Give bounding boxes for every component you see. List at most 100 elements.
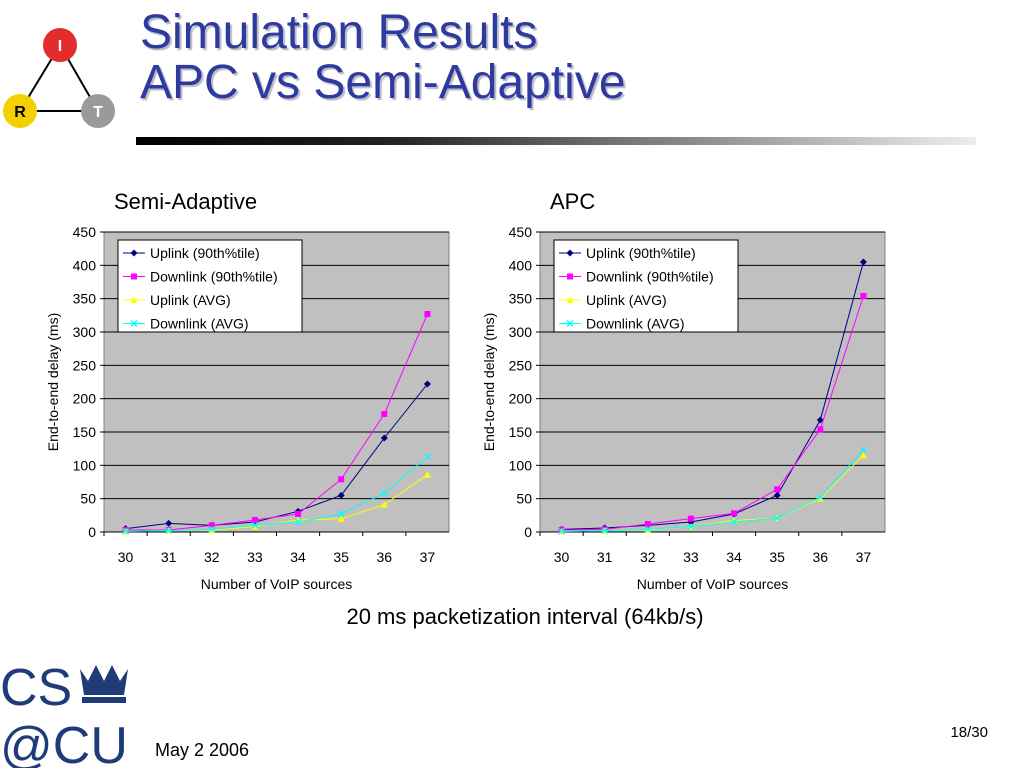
y-tick-label: 350 <box>73 291 97 307</box>
legend-label: Downlink (90th%tile) <box>150 269 278 285</box>
legend: Uplink (90th%tile) Downlink (90th%tile) Up… <box>553 239 739 333</box>
slide-caption: 20 ms packetization interval (64kb/s) <box>346 604 704 629</box>
data-point <box>380 489 388 497</box>
legend-marker <box>566 320 574 327</box>
data-point <box>380 434 388 442</box>
legend-label: Uplink (AVG) <box>150 292 231 308</box>
logo-node-r-label: R <box>14 104 26 121</box>
x-tick-label: 34 <box>290 549 306 565</box>
y-tick-label: 200 <box>509 391 533 407</box>
y-tick-label: 400 <box>73 257 97 273</box>
x-tick-label: 31 <box>597 549 613 565</box>
x-tick-label: 32 <box>204 549 220 565</box>
data-point <box>380 501 388 508</box>
data-point <box>558 527 566 535</box>
slide-title: Simulation Results APC vs Semi-Adaptive <box>140 6 626 110</box>
chart-svg: APC 0 50 100 150 200 250 300 350 400 450 30 31 32 33 34… <box>481 189 886 592</box>
data-point <box>294 518 302 526</box>
y-axis-label: End-to-end delay (ms) <box>45 313 61 452</box>
series-line <box>561 295 864 531</box>
chart-svg: Semi-Adaptive 0 50 100 150 200 250 300 350 400 450… <box>45 189 450 592</box>
y-tick-label: 450 <box>509 224 533 240</box>
legend-marker <box>130 320 138 327</box>
y-tick-label: 250 <box>73 357 97 373</box>
data-point <box>251 517 258 523</box>
crown-icon <box>80 665 128 703</box>
data-point <box>687 515 694 522</box>
data-point <box>295 511 302 517</box>
cs-cu-logo-line2: @CU <box>0 717 128 768</box>
x-tick-label: 30 <box>554 549 570 565</box>
data-point <box>816 416 824 424</box>
data-point <box>731 510 738 517</box>
x-tick-label: 36 <box>377 549 393 565</box>
y-tick-label: 0 <box>524 524 532 540</box>
data-point <box>423 453 431 461</box>
cs-cu-logo: CS @CU <box>0 659 128 768</box>
data-point <box>251 523 259 530</box>
data-point <box>860 293 867 299</box>
data-point <box>773 491 781 499</box>
legend: Uplink (90th%tile) Downlink (90th%tile) Up… <box>117 239 303 333</box>
data-point <box>251 521 259 529</box>
slide-title-line1: Simulation Results <box>140 6 538 59</box>
series-line <box>561 449 864 532</box>
y-tick-label: 100 <box>73 457 97 473</box>
data-point <box>687 523 695 531</box>
data-point <box>774 486 781 493</box>
y-tick-label: 150 <box>73 424 97 440</box>
y-tick-label: 0 <box>88 524 96 540</box>
title-underline-bar <box>136 137 976 145</box>
x-tick-label: 33 <box>247 549 263 565</box>
chart-title: Semi-Adaptive <box>114 189 257 214</box>
data-point <box>859 258 867 266</box>
data-point <box>337 491 345 499</box>
logo-node-t <box>81 94 115 128</box>
legend-label: Uplink (AVG) <box>586 292 667 308</box>
x-tick-label: 33 <box>683 549 699 565</box>
y-tick-label: 300 <box>509 324 533 340</box>
logo-node-i <box>43 28 77 62</box>
data-point <box>165 519 173 527</box>
legend-label: Uplink (90th%tile) <box>586 245 696 261</box>
legend-label: Downlink (90th%tile) <box>586 269 714 285</box>
y-tick-label: 350 <box>509 291 533 307</box>
cs-cu-logo-line1: CS <box>0 659 72 717</box>
data-point <box>601 527 609 535</box>
logo-node-r <box>3 94 37 128</box>
x-tick-label: 35 <box>333 549 349 565</box>
data-point <box>423 380 431 388</box>
chart-apc: APC 0 50 100 150 200 250 300 350 400 450 30 31 32 33 34… <box>474 185 894 602</box>
slide-title-line2: APC vs Semi-Adaptive <box>140 56 626 110</box>
data-point <box>773 514 781 522</box>
data-point <box>816 495 824 502</box>
legend-marker <box>130 296 138 303</box>
data-point <box>859 446 867 454</box>
y-tick-label: 400 <box>509 257 533 273</box>
data-point <box>817 426 824 433</box>
series-line <box>561 261 864 530</box>
data-point <box>208 522 215 529</box>
y-tick-label: 250 <box>509 357 533 373</box>
legend-label: Downlink (AVG) <box>150 316 249 332</box>
logo-node-i-label: I <box>58 38 62 55</box>
data-point <box>424 311 431 317</box>
logo-node-t-label: T <box>93 104 103 121</box>
data-point <box>859 451 867 459</box>
legend-marker <box>566 296 574 303</box>
data-point <box>644 525 652 533</box>
y-tick-label: 200 <box>73 391 97 407</box>
x-axis-label: Number of VoIP sources <box>201 576 352 592</box>
slide-date: May 2 2006 <box>155 740 250 760</box>
y-axis-label: End-to-end delay (ms) <box>481 313 497 452</box>
data-point <box>122 527 130 535</box>
slide-page-number: 18/30 <box>950 724 988 741</box>
x-tick-label: 35 <box>769 549 785 565</box>
legend-marker <box>567 273 573 280</box>
data-point <box>337 515 345 522</box>
x-tick-label: 37 <box>856 549 872 565</box>
chart-title: APC <box>550 189 595 214</box>
x-tick-label: 30 <box>118 549 134 565</box>
series-line <box>125 456 428 532</box>
data-point <box>208 525 216 533</box>
